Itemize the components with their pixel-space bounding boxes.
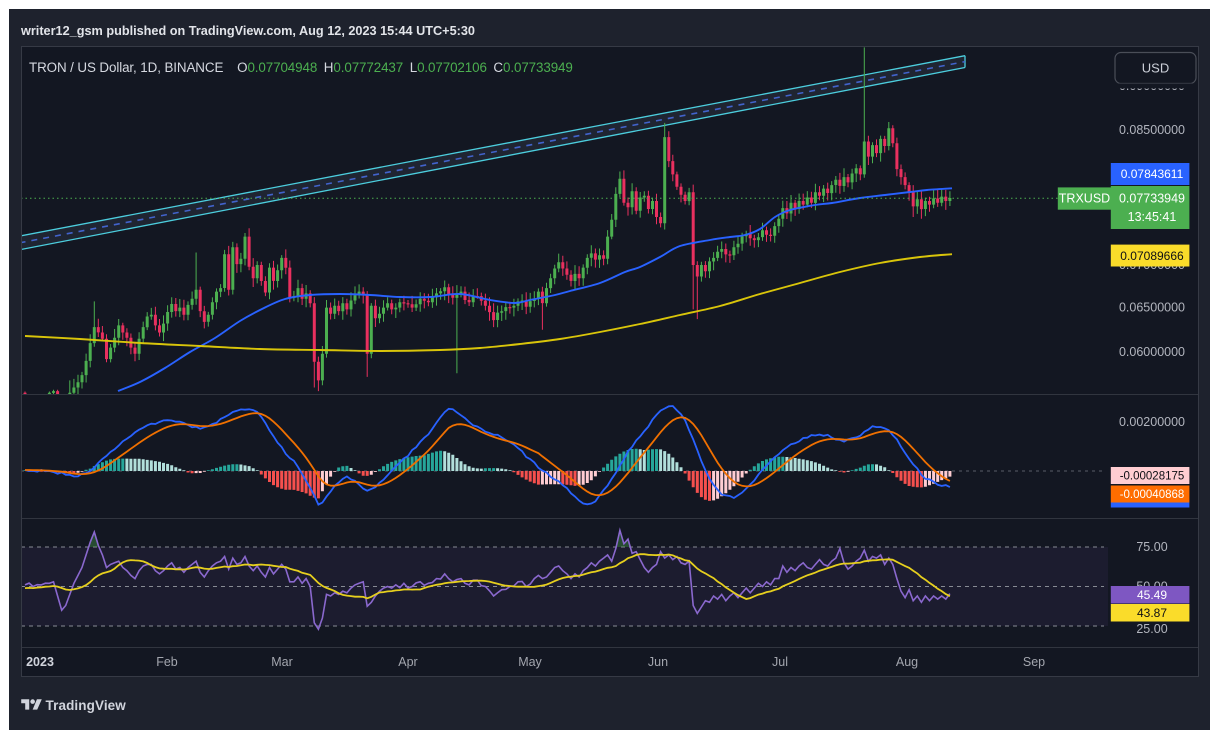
svg-text:0.07843611: 0.07843611 [1121, 167, 1184, 181]
svg-text:-0.00040868: -0.00040868 [1120, 489, 1185, 501]
svg-text:Apr: Apr [398, 655, 417, 669]
svg-text:TRXUSD: TRXUSD [1059, 192, 1110, 206]
svg-text:0.00200000: 0.00200000 [1119, 415, 1185, 429]
svg-text:-0.00028175: -0.00028175 [1120, 471, 1185, 483]
svg-text:May: May [518, 655, 542, 669]
svg-text:0.06000000: 0.06000000 [1119, 345, 1185, 359]
svg-text:45.49: 45.49 [1137, 588, 1167, 602]
svg-text:Aug: Aug [896, 655, 918, 669]
svg-text:25.00: 25.00 [1136, 622, 1167, 636]
svg-text:75.00: 75.00 [1136, 540, 1167, 554]
svg-text:Jun: Jun [648, 655, 668, 669]
svg-text:USD: USD [1142, 61, 1169, 76]
svg-text:0.06500000: 0.06500000 [1119, 301, 1185, 315]
svg-text:Jul: Jul [772, 655, 788, 669]
svg-text:0.07733949: 0.07733949 [1119, 191, 1185, 205]
svg-text:43.87: 43.87 [1137, 606, 1167, 620]
svg-text:Mar: Mar [271, 655, 293, 669]
svg-text:TRON / US Dollar, 1D, BINANCE: TRON / US Dollar, 1D, BINANCE O0.0770494… [29, 60, 573, 75]
svg-text:2023: 2023 [26, 655, 54, 669]
svg-text:13:45:41: 13:45:41 [1128, 210, 1177, 224]
svg-text:Feb: Feb [156, 655, 178, 669]
svg-text:0.07089666: 0.07089666 [1120, 249, 1184, 263]
svg-text:0.08500000: 0.08500000 [1119, 123, 1185, 137]
svg-text:Sep: Sep [1023, 655, 1045, 669]
